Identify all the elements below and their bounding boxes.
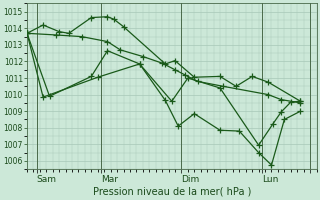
X-axis label: Pression niveau de la mer( hPa ): Pression niveau de la mer( hPa ) — [92, 187, 251, 197]
